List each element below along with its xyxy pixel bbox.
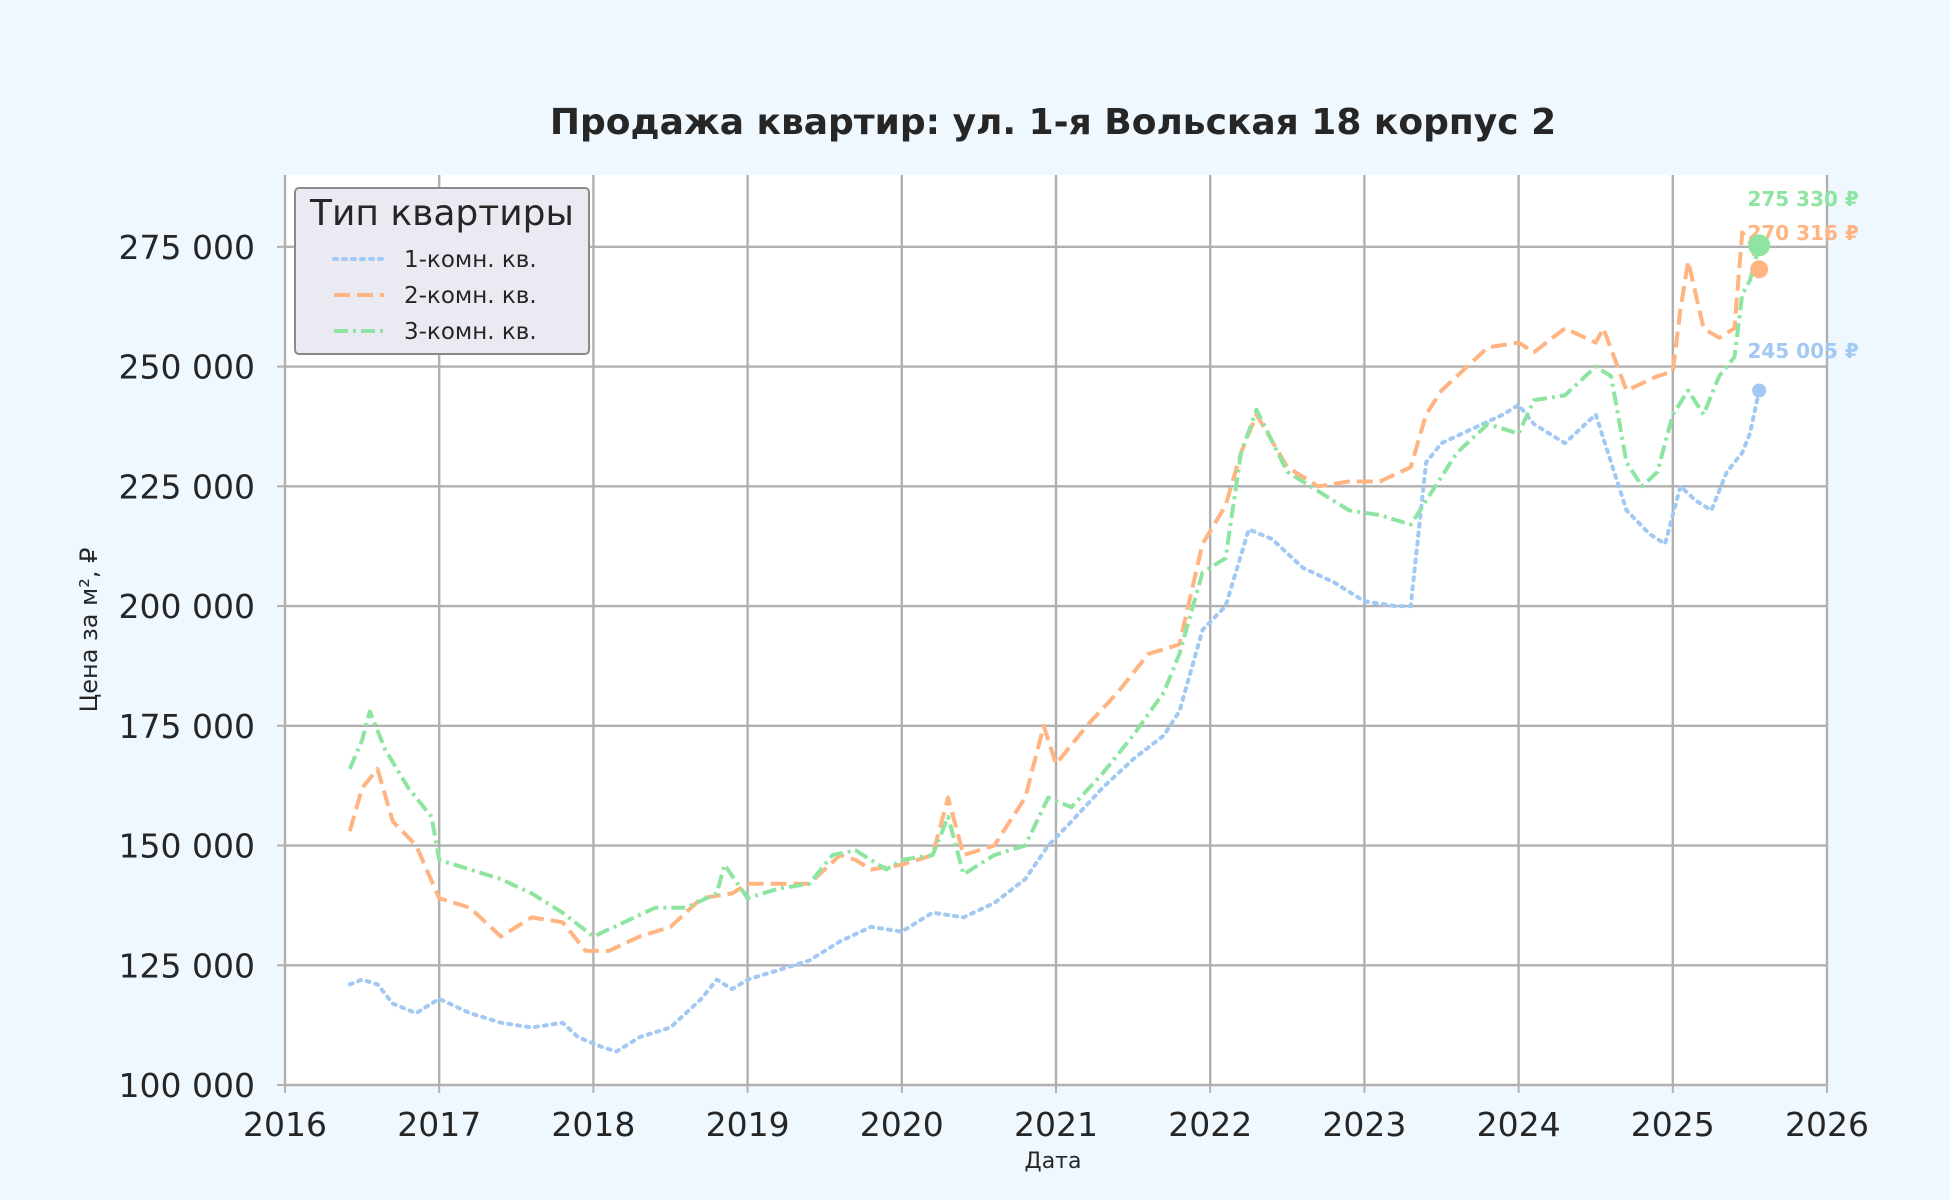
y-tick-label: 125 000: [119, 946, 255, 985]
end-point-marker: [1752, 383, 1767, 398]
x-axis-label: Дата: [1025, 1149, 1082, 1174]
x-tick-label: 2023: [1322, 1105, 1406, 1144]
y-tick-label: 200 000: [119, 587, 255, 626]
x-tick-label: 2016: [243, 1105, 327, 1144]
x-tick-label: 2018: [551, 1105, 635, 1144]
legend-label: 3-комн. кв.: [404, 319, 537, 345]
end-markers: 245 005 ₽270 316 ₽275 330 ₽: [1747, 187, 1859, 398]
x-tick-label: 2017: [397, 1105, 481, 1144]
x-tick-label: 2021: [1014, 1105, 1098, 1144]
x-tick-label: 2020: [860, 1105, 944, 1144]
series-layer: [347, 230, 1762, 1054]
x-tick-label: 2026: [1785, 1105, 1869, 1144]
legend-label: 2-комн. кв.: [404, 283, 537, 309]
y-tick-label: 150 000: [119, 827, 255, 866]
end-value-label: 245 005 ₽: [1747, 339, 1858, 363]
y-tick-label: 250 000: [119, 348, 255, 387]
legend-title: Тип квартиры: [309, 193, 574, 234]
series-line-1: [347, 388, 1762, 1054]
chart-title: Продажа квартир: ул. 1-я Вольская 18 кор…: [550, 102, 1556, 143]
axes: 2016 2017 2018 2019 2020 2021 2022 2023 2024 2025…: [119, 228, 1869, 1144]
y-tick-label: 275 000: [119, 228, 255, 267]
end-value-label: 275 330 ₽: [1747, 187, 1858, 211]
series-line-2: [347, 230, 1762, 953]
y-tick-label: 100 000: [119, 1066, 255, 1105]
legend-box: [294, 187, 590, 355]
y-tick-label: 225 000: [119, 467, 255, 506]
legend-label: 1-комн. кв.: [404, 247, 537, 273]
y-axis-label: Цена за м², ₽: [75, 548, 103, 713]
x-tick-label: 2019: [706, 1105, 790, 1144]
y-tick-label: 175 000: [119, 707, 255, 746]
series-line-3: [347, 244, 1762, 939]
legend: Тип квартиры 1-комн. кв. 2-комн. кв. 3-ком…: [294, 187, 590, 355]
end-point-marker: [1748, 234, 1771, 257]
x-tick-label: 2025: [1631, 1105, 1715, 1144]
end-point-marker: [1750, 260, 1769, 279]
x-tick-label: 2022: [1168, 1105, 1252, 1144]
grid-lines: [283, 175, 1829, 1087]
x-tick-label: 2024: [1477, 1105, 1561, 1144]
